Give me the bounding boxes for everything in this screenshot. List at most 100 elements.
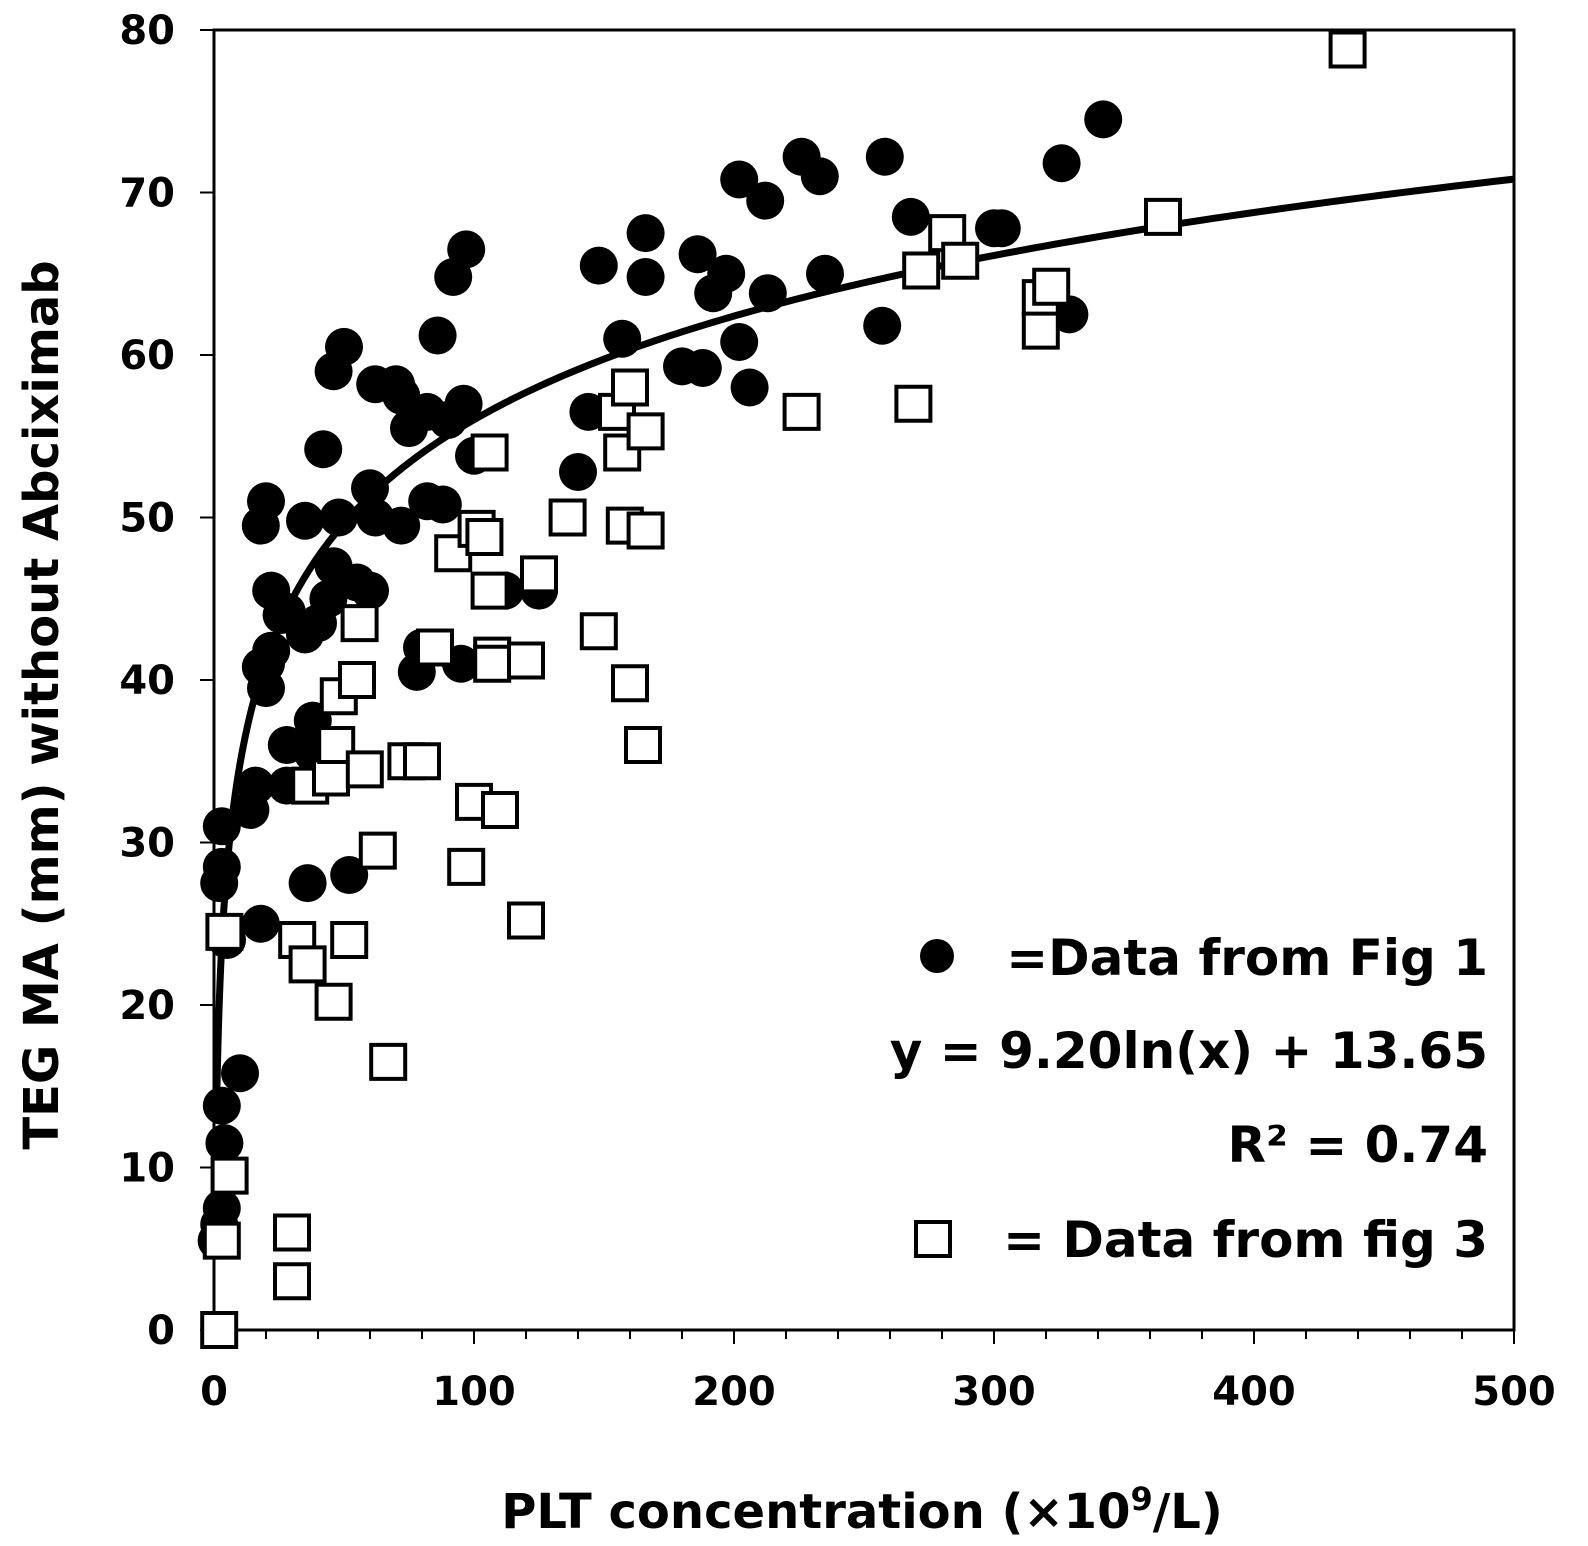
data-point-fig1 [221,1054,259,1093]
data-point-fig1 [309,579,348,618]
data-point-fig1 [319,498,358,537]
data-point-fig3 [481,791,519,829]
data-point-fig1 [1084,100,1123,139]
data-point-fig1 [683,349,722,387]
data-point-fig3 [507,641,545,680]
y-axis-title: TEG MA (mm) without Abciximab [14,260,70,1149]
data-point-fig1 [863,306,902,345]
x-tick-label: 0 [200,1369,228,1415]
data-point-fig1 [423,485,462,524]
data-point-fig3 [330,921,369,959]
data-point-fig1 [382,506,421,545]
data-point-fig1 [720,323,759,361]
data-point-fig1 [202,1086,241,1125]
data-point-fig3 [338,661,376,699]
data-point-fig1 [236,766,275,805]
data-point-fig3 [520,555,558,594]
data-point-fig1 [241,904,280,943]
data-point-fig3 [416,628,454,667]
data-point-fig3 [447,847,486,886]
data-point-fig3 [273,1213,311,1252]
data-point-fig1 [202,1189,241,1228]
data-point-fig1 [800,157,839,196]
legend-equation: y = 9.20ln(x) + 13.65 [890,1022,1488,1080]
y-tick-label: 70 [119,171,175,217]
data-point-fig1 [351,571,389,610]
y-tick-label: 10 [119,1146,175,1192]
y-tick-label: 0 [147,1308,175,1354]
data-point-fig3 [941,241,980,280]
x-tick-label: 300 [952,1369,1036,1415]
data-point-fig3 [902,251,941,290]
data-point-fig3 [626,511,665,550]
data-point-fig3 [273,1262,311,1301]
data-point-fig1 [205,1124,244,1163]
y-tick-label: 50 [119,496,175,542]
data-point-fig3 [470,433,509,472]
data-point-fig1 [418,316,457,355]
y-tick-label: 80 [119,8,175,54]
data-point-fig1 [982,209,1021,248]
data-point-fig1 [891,197,930,236]
y-axis: 0 10 20 30 40 50 60 70 80 [119,8,214,1354]
data-point-fig3 [312,758,350,797]
x-tick-label: 500 [1472,1369,1556,1415]
data-point-fig1 [707,254,746,293]
data-point-fig3 [1021,311,1060,350]
data-point-fig1 [720,160,759,199]
data-point-fig3 [611,368,649,407]
legend-fig1-label: =Data from Fig 1 [1006,929,1488,987]
data-point-fig1 [288,864,327,903]
data-point-fig3 [470,571,509,610]
x-tick-label: 200 [692,1369,776,1415]
data-point-fig3 [345,750,384,789]
data-point-fig1 [626,258,665,296]
data-point-fig3 [782,392,821,431]
data-point-fig1 [429,401,467,439]
data-point-fig3 [473,644,512,683]
data-point-fig1 [806,254,844,293]
x-tick-label: 100 [432,1369,516,1415]
legend-r-squared: R² = 0.74 [1228,1116,1488,1174]
data-point-fig3 [210,1156,249,1195]
data-point-fig1 [286,501,324,540]
y-tick-label: 60 [119,333,175,379]
data-point-fig3 [358,831,397,870]
y-tick-label: 30 [119,821,175,867]
data-point-fig1 [447,230,486,269]
data-point-fig3 [205,912,244,951]
data-point-fig3 [507,901,545,940]
data-point-fig1 [1042,144,1081,183]
data-point-fig3 [1144,197,1182,236]
data-point-fig3 [200,1311,239,1349]
data-point-fig1 [202,807,241,846]
data-point-fig1 [603,319,642,358]
legend-fig3-label: = Data from fig 3 [1003,1211,1488,1269]
data-point-fig1 [748,274,787,313]
data-point-fig3 [369,1042,408,1081]
data-point-fig3 [611,664,649,703]
legend-square-marker [914,1220,952,1258]
data-point-fig1 [678,235,717,274]
data-point-fig3 [579,612,618,651]
data-point-fig1 [304,430,343,469]
data-point-fig3 [340,604,379,643]
data-point-fig3 [626,412,665,451]
data-point-fig3 [202,1221,241,1260]
series-fig3 [200,30,1367,1349]
data-point-fig3 [548,498,587,537]
data-point-fig1 [746,181,785,220]
data-point-fig1 [559,453,597,491]
data-point-fig1 [202,847,241,886]
data-point-fig3 [894,384,933,423]
data-point-fig3 [465,518,504,556]
data-point-fig1 [241,648,280,686]
x-axis: 0 100 200 300 400 500 [200,1330,1556,1415]
data-point-fig1 [865,137,904,176]
x-tick-label: 400 [1212,1369,1296,1415]
data-point-fig1 [351,469,389,508]
data-point-fig1 [325,327,363,366]
data-point-fig1 [247,482,285,521]
legend: =Data from Fig 1 y = 9.20ln(x) + 13.65 R… [890,929,1488,1269]
